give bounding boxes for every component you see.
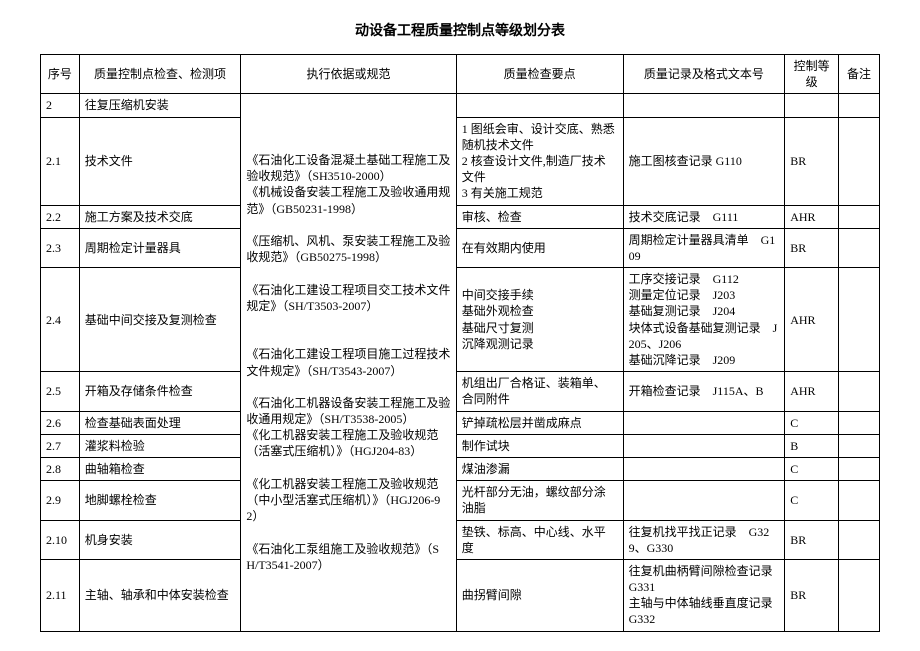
table-header-row: 序号 质量控制点检查、检测项 执行依据或规范 质量检查要点 质量记录及格式文本号… bbox=[41, 55, 880, 94]
cell-item: 地脚螺栓检查 bbox=[79, 481, 241, 520]
cell-note bbox=[839, 411, 880, 434]
cell-record bbox=[623, 411, 785, 434]
cell-item: 施工方案及技术交底 bbox=[79, 205, 241, 228]
col-seq: 序号 bbox=[41, 55, 80, 94]
cell-item: 机身安装 bbox=[79, 520, 241, 559]
col-note: 备注 bbox=[839, 55, 880, 94]
table-row: 2.7 灌浆料检验 制作试块 B bbox=[41, 434, 880, 457]
cell-record: 施工图核查记录 G110 bbox=[623, 117, 785, 205]
cell-seq: 2.6 bbox=[41, 411, 80, 434]
cell-seq: 2.4 bbox=[41, 268, 80, 372]
cell-points: 审核、检查 bbox=[456, 205, 623, 228]
cell-points: 机组出厂合格证、装箱单、合同附件 bbox=[456, 372, 623, 411]
cell-level: C bbox=[785, 457, 839, 480]
page-title: 动设备工程质量控制点等级划分表 bbox=[40, 20, 880, 40]
cell-seq: 2.2 bbox=[41, 205, 80, 228]
cell-item: 灌浆料检验 bbox=[79, 434, 241, 457]
cell-note bbox=[839, 481, 880, 520]
cell-points bbox=[456, 94, 623, 117]
cell-points: 1 图纸会审、设计交底、熟悉随机技术文件2 核查设计文件,制造厂技术文件3 有关… bbox=[456, 117, 623, 205]
cell-note bbox=[839, 372, 880, 411]
cell-note bbox=[839, 559, 880, 631]
cell-level: BR bbox=[785, 117, 839, 205]
col-item: 质量控制点检查、检测项 bbox=[79, 55, 241, 94]
cell-note bbox=[839, 434, 880, 457]
cell-level: C bbox=[785, 411, 839, 434]
cell-record bbox=[623, 94, 785, 117]
cell-record: 往复机找平找正记录 G329、G330 bbox=[623, 520, 785, 559]
cell-level: BR bbox=[785, 228, 839, 267]
cell-note bbox=[839, 205, 880, 228]
cell-seq: 2.9 bbox=[41, 481, 80, 520]
cell-seq: 2.7 bbox=[41, 434, 80, 457]
table-row: 2.1 技术文件 1 图纸会审、设计交底、熟悉随机技术文件2 核查设计文件,制造… bbox=[41, 117, 880, 205]
col-basis: 执行依据或规范 bbox=[241, 55, 456, 94]
cell-record: 工序交接记录 G112测量定位记录 J203基础复测记录 J204块体式设备基础… bbox=[623, 268, 785, 372]
cell-points: 煤油渗漏 bbox=[456, 457, 623, 480]
col-record: 质量记录及格式文本号 bbox=[623, 55, 785, 94]
cell-level: BR bbox=[785, 520, 839, 559]
cell-seq: 2.10 bbox=[41, 520, 80, 559]
table-row: 2.6 检查基础表面处理 铲掉疏松层并凿成麻点 C bbox=[41, 411, 880, 434]
col-points: 质量检查要点 bbox=[456, 55, 623, 94]
cell-points: 铲掉疏松层并凿成麻点 bbox=[456, 411, 623, 434]
cell-note bbox=[839, 520, 880, 559]
cell-points: 光杆部分无油，螺纹部分涂油脂 bbox=[456, 481, 623, 520]
cell-item: 基础中间交接及复测检查 bbox=[79, 268, 241, 372]
cell-level: AHR bbox=[785, 268, 839, 372]
cell-level: AHR bbox=[785, 372, 839, 411]
col-level: 控制等级 bbox=[785, 55, 839, 94]
table-row: 2.4 基础中间交接及复测检查 中间交接手续基础外观检查基础尺寸复测沉降观测记录… bbox=[41, 268, 880, 372]
cell-level: C bbox=[785, 481, 839, 520]
table-row: 2.9 地脚螺栓检查 光杆部分无油，螺纹部分涂油脂 C bbox=[41, 481, 880, 520]
cell-points: 制作试块 bbox=[456, 434, 623, 457]
quality-control-table: 序号 质量控制点检查、检测项 执行依据或规范 质量检查要点 质量记录及格式文本号… bbox=[40, 54, 880, 632]
cell-level: B bbox=[785, 434, 839, 457]
cell-seq: 2.11 bbox=[41, 559, 80, 631]
cell-seq: 2.5 bbox=[41, 372, 80, 411]
cell-record bbox=[623, 434, 785, 457]
cell-note bbox=[839, 94, 880, 117]
cell-record: 往复机曲柄臂间隙检查记录 G331主轴与中体轴线垂直度记录 G332 bbox=[623, 559, 785, 631]
cell-item: 曲轴箱检查 bbox=[79, 457, 241, 480]
cell-item: 主轴、轴承和中体安装检查 bbox=[79, 559, 241, 631]
table-row: 2.2 施工方案及技术交底 审核、检查 技术交底记录 G111 AHR bbox=[41, 205, 880, 228]
table-body: 2 往复压缩机安装 《石油化工设备混凝土基础工程施工及验收规范》（SH3510-… bbox=[41, 94, 880, 631]
cell-item: 开箱及存储条件检查 bbox=[79, 372, 241, 411]
cell-item: 检查基础表面处理 bbox=[79, 411, 241, 434]
cell-points: 曲拐臂间隙 bbox=[456, 559, 623, 631]
cell-item: 技术文件 bbox=[79, 117, 241, 205]
cell-level: BR bbox=[785, 559, 839, 631]
cell-item: 周期检定计量器具 bbox=[79, 228, 241, 267]
table-row: 2.8 曲轴箱检查 煤油渗漏 C bbox=[41, 457, 880, 480]
cell-item: 往复压缩机安装 bbox=[79, 94, 241, 117]
cell-points: 垫铁、标高、中心线、水平度 bbox=[456, 520, 623, 559]
cell-seq: 2 bbox=[41, 94, 80, 117]
cell-seq: 2.3 bbox=[41, 228, 80, 267]
cell-note bbox=[839, 117, 880, 205]
table-row: 2.11 主轴、轴承和中体安装检查 曲拐臂间隙 往复机曲柄臂间隙检查记录 G33… bbox=[41, 559, 880, 631]
cell-record: 开箱检查记录 J115A、B bbox=[623, 372, 785, 411]
cell-seq: 2.1 bbox=[41, 117, 80, 205]
cell-note bbox=[839, 228, 880, 267]
cell-note bbox=[839, 268, 880, 372]
table-row: 2 往复压缩机安装 《石油化工设备混凝土基础工程施工及验收规范》（SH3510-… bbox=[41, 94, 880, 117]
cell-points: 中间交接手续基础外观检查基础尺寸复测沉降观测记录 bbox=[456, 268, 623, 372]
table-row: 2.5 开箱及存储条件检查 机组出厂合格证、装箱单、合同附件 开箱检查记录 J1… bbox=[41, 372, 880, 411]
cell-record: 技术交底记录 G111 bbox=[623, 205, 785, 228]
cell-record: 周期检定计量器具清单 G109 bbox=[623, 228, 785, 267]
cell-record bbox=[623, 481, 785, 520]
table-row: 2.10 机身安装 垫铁、标高、中心线、水平度 往复机找平找正记录 G329、G… bbox=[41, 520, 880, 559]
cell-level bbox=[785, 94, 839, 117]
cell-level: AHR bbox=[785, 205, 839, 228]
cell-record bbox=[623, 457, 785, 480]
cell-seq: 2.8 bbox=[41, 457, 80, 480]
cell-points: 在有效期内使用 bbox=[456, 228, 623, 267]
table-row: 2.3 周期检定计量器具 在有效期内使用 周期检定计量器具清单 G109 BR bbox=[41, 228, 880, 267]
cell-basis: 《石油化工设备混凝土基础工程施工及验收规范》（SH3510-2000）《机械设备… bbox=[241, 94, 456, 631]
cell-note bbox=[839, 457, 880, 480]
